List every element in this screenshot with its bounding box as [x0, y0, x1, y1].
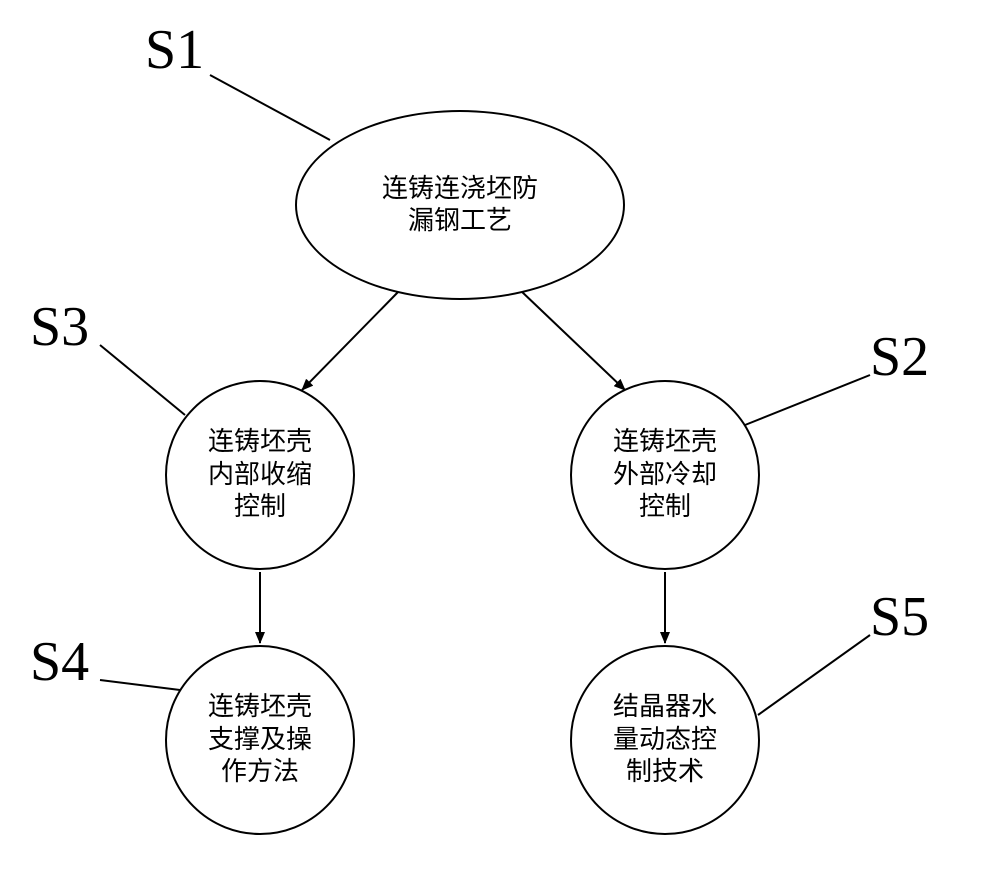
node-s2: 连铸坯壳外部冷却控制 [570, 380, 760, 570]
node-s4: 连铸坯壳支撑及操作方法 [165, 645, 355, 835]
label-s1: S1 [145, 18, 204, 82]
node-s5-text: 结晶器水量动态控制技术 [607, 691, 723, 789]
node-s3: 连铸坯壳内部收缩控制 [165, 380, 355, 570]
node-s4-text: 连铸坯壳支撑及操作方法 [202, 691, 318, 789]
label-s3: S3 [30, 295, 89, 359]
diagram-canvas: 连铸连浇坯防漏钢工艺 连铸坯壳外部冷却控制 连铸坯壳内部收缩控制 连铸坯壳支撑及… [0, 0, 1000, 869]
label-s5: S5 [870, 585, 929, 649]
node-s5: 结晶器水量动态控制技术 [570, 645, 760, 835]
node-s2-text: 连铸坯壳外部冷却控制 [607, 426, 723, 524]
node-s3-text: 连铸坯壳内部收缩控制 [202, 426, 318, 524]
node-s1: 连铸连浇坯防漏钢工艺 [295, 110, 625, 300]
node-s1-text: 连铸连浇坯防漏钢工艺 [376, 173, 544, 238]
label-s4: S4 [30, 630, 89, 694]
label-s2: S2 [870, 325, 929, 389]
